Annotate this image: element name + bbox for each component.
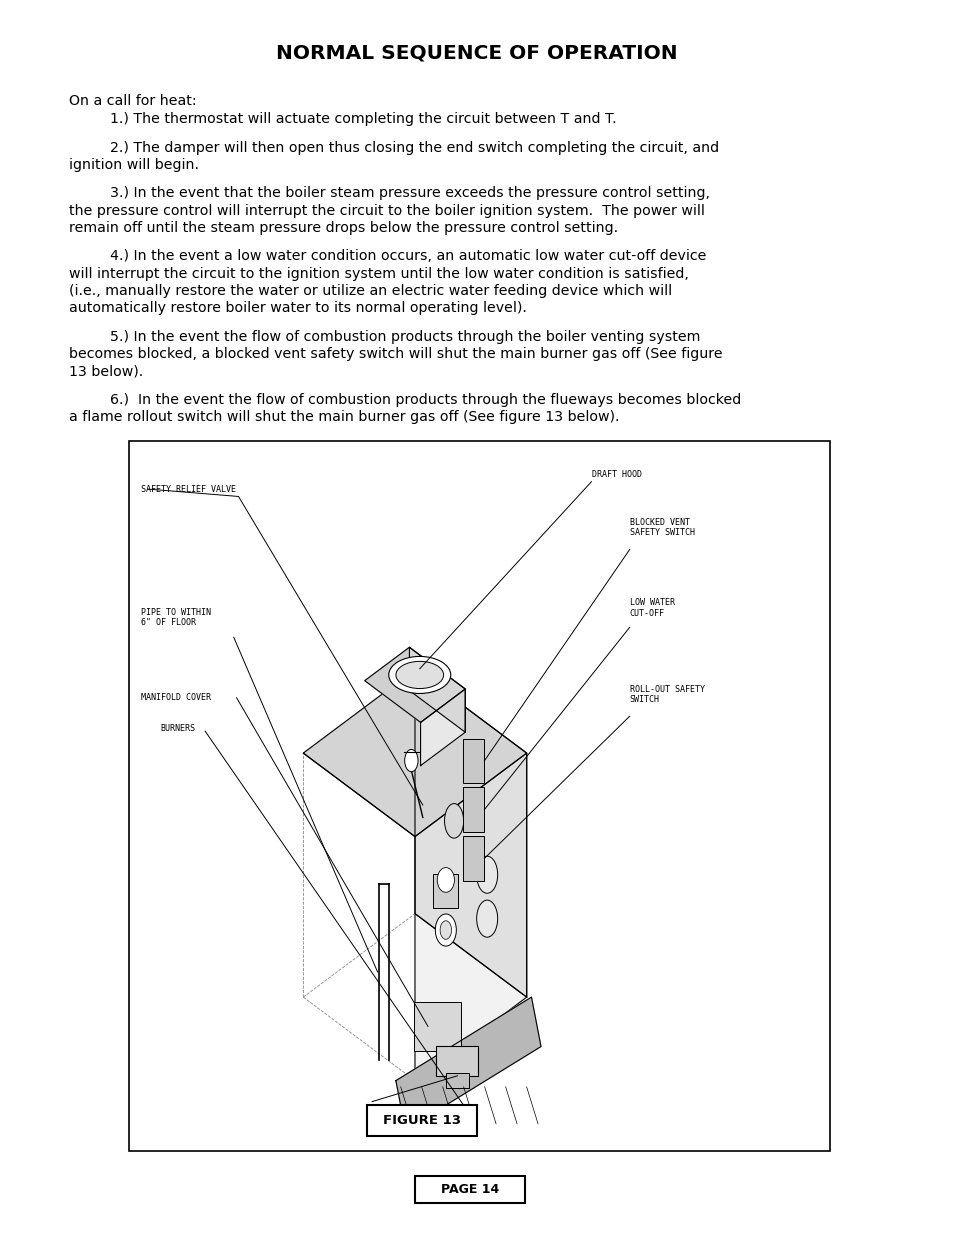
Ellipse shape	[439, 921, 451, 940]
Text: 3.) In the event that the boiler steam pressure exceeds the pressure control set: 3.) In the event that the boiler steam p…	[110, 186, 709, 200]
Bar	[414, 1002, 461, 1051]
Ellipse shape	[476, 856, 497, 893]
Polygon shape	[415, 753, 526, 1081]
Text: a flame rollout switch will shut the main burner gas off (See figure 13 below).: a flame rollout switch will shut the mai…	[69, 410, 618, 424]
Text: LOW WATER
CUT-OFF: LOW WATER CUT-OFF	[629, 598, 674, 618]
Polygon shape	[395, 997, 540, 1130]
Bar	[129, 441, 829, 1151]
Text: GAS VALVE: GAS VALVE	[372, 1121, 416, 1130]
Text: ignition will begin.: ignition will begin.	[69, 158, 198, 172]
Bar	[367, 1105, 476, 1136]
Text: NORMAL SEQUENCE OF OPERATION: NORMAL SEQUENCE OF OPERATION	[276, 43, 677, 62]
Bar	[445, 1073, 468, 1088]
Text: ROLL-OUT SAFETY
SWITCH: ROLL-OUT SAFETY SWITCH	[629, 684, 704, 704]
Text: FIGURE 13: FIGURE 13	[383, 1114, 460, 1128]
Ellipse shape	[389, 657, 450, 694]
Text: PAGE 14: PAGE 14	[440, 1183, 498, 1195]
Text: automatically restore boiler water to its normal operating level).: automatically restore boiler water to it…	[69, 301, 526, 315]
Polygon shape	[409, 647, 465, 732]
Bar	[463, 836, 484, 881]
Ellipse shape	[395, 662, 443, 689]
Text: 13 below).: 13 below).	[69, 364, 143, 378]
Ellipse shape	[436, 867, 454, 892]
Text: becomes blocked, a blocked vent safety switch will shut the main burner gas off : becomes blocked, a blocked vent safety s…	[69, 347, 721, 361]
Polygon shape	[364, 647, 465, 722]
Text: will interrupt the circuit to the ignition system until the low water condition : will interrupt the circuit to the igniti…	[69, 267, 688, 280]
Polygon shape	[420, 689, 465, 766]
Text: BURNERS: BURNERS	[160, 724, 195, 734]
Text: On a call for heat:: On a call for heat:	[69, 94, 196, 107]
Ellipse shape	[404, 750, 417, 772]
Text: the pressure control will interrupt the circuit to the boiler ignition system.  : the pressure control will interrupt the …	[69, 204, 704, 217]
Polygon shape	[415, 669, 526, 997]
Bar	[436, 1046, 477, 1076]
Bar	[433, 873, 457, 908]
Text: remain off until the steam pressure drops below the pressure control setting.: remain off until the steam pressure drop…	[69, 221, 618, 235]
Polygon shape	[303, 669, 526, 836]
Text: SAFETY RELIEF VALVE: SAFETY RELIEF VALVE	[141, 484, 236, 494]
Ellipse shape	[444, 804, 463, 839]
Text: (i.e., manually restore the water or utilize an electric water feeding device wh: (i.e., manually restore the water or uti…	[69, 284, 671, 298]
Text: PIPE TO WITHIN
6" OF FLOOR: PIPE TO WITHIN 6" OF FLOOR	[141, 608, 211, 627]
Ellipse shape	[476, 900, 497, 937]
Bar	[463, 739, 484, 783]
Text: 4.) In the event a low water condition occurs, an automatic low water cut-off de: 4.) In the event a low water condition o…	[110, 249, 705, 263]
Bar	[463, 788, 484, 832]
Text: 6.)  In the event the flow of combustion products through the flueways becomes b: 6.) In the event the flow of combustion …	[110, 393, 740, 406]
Text: MANIFOLD COVER: MANIFOLD COVER	[141, 693, 211, 703]
Text: BLOCKED VENT
SAFETY SWITCH: BLOCKED VENT SAFETY SWITCH	[629, 517, 694, 537]
Text: 1.) The thermostat will actuate completing the circuit between T and T.: 1.) The thermostat will actuate completi…	[110, 112, 616, 126]
Ellipse shape	[435, 914, 456, 946]
Text: DRAFT HOOD: DRAFT HOOD	[592, 471, 641, 479]
Bar	[415, 1176, 524, 1203]
Text: 2.) The damper will then open thus closing the end switch completing the circuit: 2.) The damper will then open thus closi…	[110, 141, 718, 154]
Text: 5.) In the event the flow of combustion products through the boiler venting syst: 5.) In the event the flow of combustion …	[110, 330, 700, 343]
